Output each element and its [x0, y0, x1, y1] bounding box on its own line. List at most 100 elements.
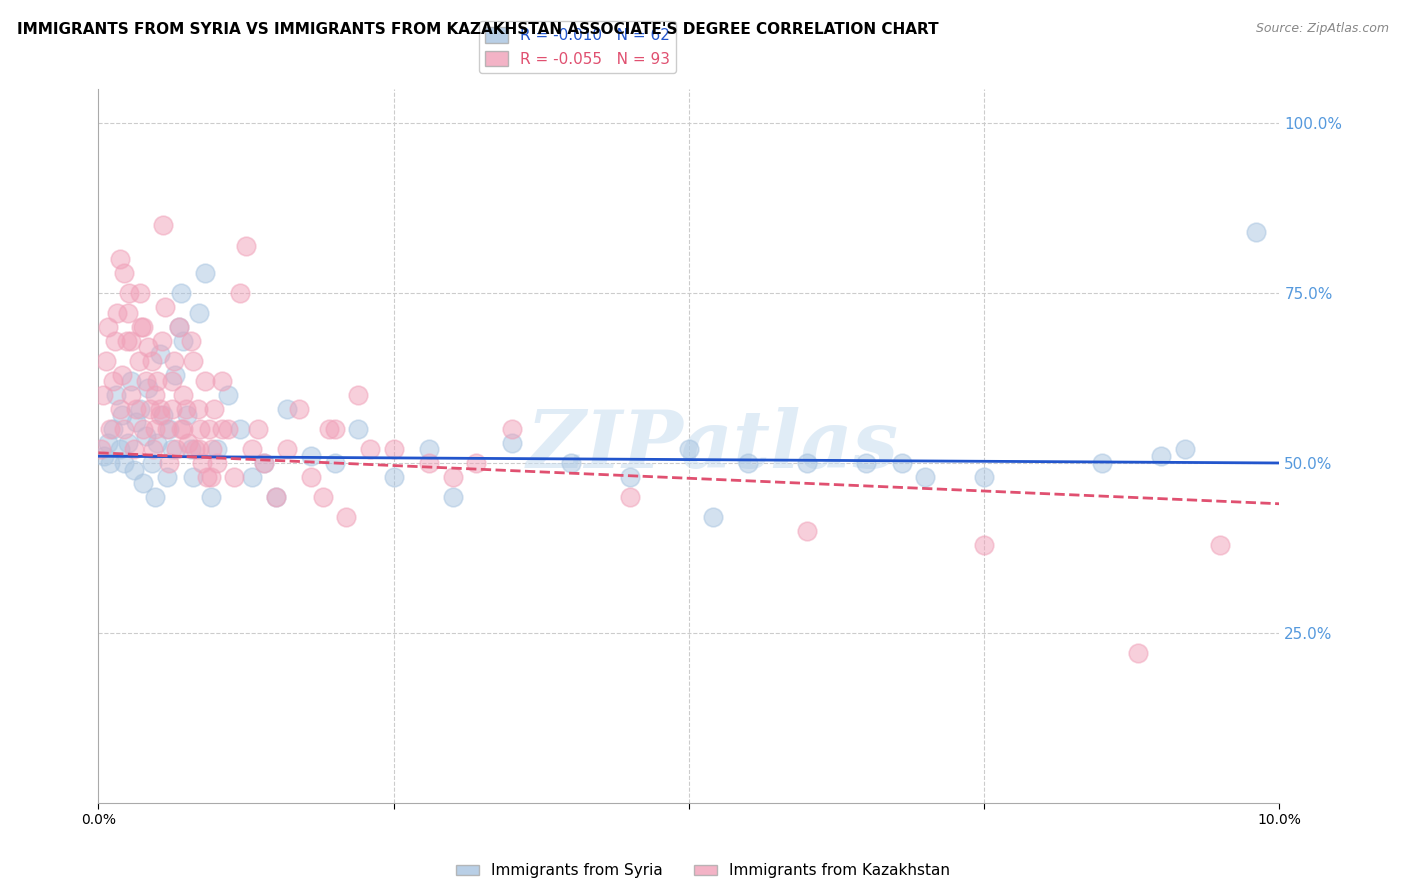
Point: [796, 456, 818, 470]
Point: [176, 409, 198, 423]
Point: [465, 456, 488, 470]
Point: [149, 401, 172, 416]
Point: [702, 510, 724, 524]
Point: [101, 422, 124, 436]
Point: [180, 334, 202, 348]
Point: [150, 334, 173, 348]
Point: [914, 469, 936, 483]
Point: [149, 347, 172, 361]
Point: [172, 334, 194, 348]
Legend: Immigrants from Syria, Immigrants from Kazakhstan: Immigrants from Syria, Immigrants from K…: [450, 857, 956, 884]
Point: [146, 375, 169, 389]
Point: [418, 456, 440, 470]
Point: [90, 442, 112, 457]
Point: [973, 469, 995, 483]
Point: [382, 442, 405, 457]
Point: [111, 368, 134, 382]
Point: [890, 456, 912, 470]
Point: [200, 469, 222, 483]
Point: [211, 375, 233, 389]
Point: [253, 456, 276, 470]
Point: [136, 341, 159, 355]
Point: [198, 422, 221, 436]
Point: [128, 286, 150, 301]
Point: [501, 435, 523, 450]
Point: [973, 537, 995, 551]
Point: [111, 409, 134, 423]
Point: [132, 422, 155, 436]
Point: [135, 375, 157, 389]
Point: [181, 354, 204, 368]
Point: [115, 334, 138, 348]
Point: [619, 490, 641, 504]
Point: [318, 422, 340, 436]
Point: [143, 422, 166, 436]
Point: [143, 490, 166, 504]
Text: Source: ZipAtlas.com: Source: ZipAtlas.com: [1256, 22, 1389, 36]
Point: [141, 354, 163, 368]
Point: [97, 320, 120, 334]
Point: [312, 490, 335, 504]
Point: [108, 252, 131, 266]
Point: [174, 401, 197, 416]
Point: [112, 266, 135, 280]
Point: [276, 401, 298, 416]
Point: [132, 476, 155, 491]
Point: [146, 435, 169, 450]
Point: [187, 306, 209, 320]
Point: [195, 469, 218, 483]
Point: [1091, 456, 1114, 470]
Point: [335, 510, 357, 524]
Point: [121, 334, 143, 348]
Point: [112, 422, 135, 436]
Point: [156, 422, 179, 436]
Point: [229, 286, 252, 301]
Point: [191, 456, 214, 470]
Point: [149, 409, 172, 423]
Point: [299, 469, 322, 483]
Point: [165, 442, 187, 457]
Point: [121, 388, 143, 402]
Point: [418, 442, 440, 457]
Point: [560, 456, 582, 470]
Point: [382, 469, 405, 483]
Point: [441, 490, 464, 504]
Point: [1244, 225, 1267, 239]
Point: [104, 334, 127, 348]
Text: IMMIGRANTS FROM SYRIA VS IMMIGRANTS FROM KAZAKHSTAN ASSOCIATE'S DEGREE CORRELATI: IMMIGRANTS FROM SYRIA VS IMMIGRANTS FROM…: [17, 22, 938, 37]
Point: [441, 469, 464, 483]
Point: [1209, 537, 1232, 551]
Point: [157, 422, 180, 436]
Point: [188, 422, 211, 436]
Point: [180, 442, 202, 457]
Point: [347, 388, 370, 402]
Point: [172, 388, 194, 402]
Point: [97, 435, 120, 450]
Point: [264, 490, 287, 504]
Point: [125, 401, 148, 416]
Point: [194, 266, 217, 280]
Point: [217, 422, 239, 436]
Point: [288, 401, 311, 416]
Point: [122, 463, 145, 477]
Point: [142, 442, 165, 457]
Point: [108, 401, 131, 416]
Point: [98, 456, 121, 470]
Point: [323, 422, 346, 436]
Point: [170, 286, 193, 301]
Point: [1126, 646, 1149, 660]
Point: [194, 375, 217, 389]
Point: [153, 300, 176, 314]
Point: [118, 286, 141, 301]
Point: [264, 490, 287, 504]
Point: [205, 456, 228, 470]
Point: [347, 422, 370, 436]
Point: [135, 429, 157, 443]
Point: [170, 422, 193, 436]
Point: [224, 469, 246, 483]
Point: [105, 388, 128, 402]
Point: [157, 456, 180, 470]
Point: [160, 375, 183, 389]
Point: [167, 320, 190, 334]
Point: [136, 381, 159, 395]
